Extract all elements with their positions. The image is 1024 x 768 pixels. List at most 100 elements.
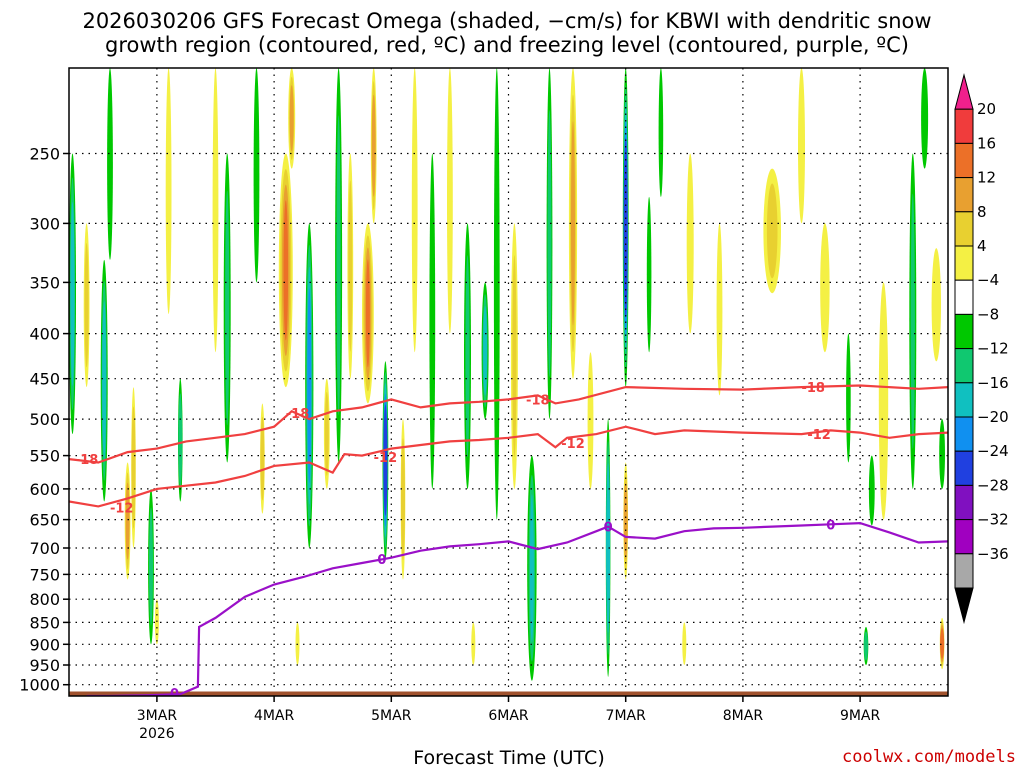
colorbar-label-6: −8 xyxy=(977,305,999,323)
y-tick-label-700: 700 xyxy=(29,539,60,558)
contour-label-1-2: -12 xyxy=(561,437,585,452)
y-tick-label-600: 600 xyxy=(29,480,60,499)
omega-band-18-level-1 xyxy=(348,180,353,352)
omega-band-49-level-0 xyxy=(931,248,941,362)
colorbar-label-8: −16 xyxy=(977,374,1009,392)
colorbar-label-12: −32 xyxy=(977,511,1009,529)
omega-band-12-level-1 xyxy=(260,416,265,501)
colorbar-box-10 xyxy=(954,416,974,452)
omega-shading xyxy=(69,68,945,681)
y-tick-label-950: 950 xyxy=(29,656,60,675)
omega-band-44-level-0 xyxy=(846,333,851,463)
x-tick-label-8MAR: 8MAR xyxy=(723,708,764,724)
colorbar-label-11: −28 xyxy=(977,476,1009,494)
contour--12 xyxy=(69,425,948,508)
colorbar-label-1: 16 xyxy=(977,134,996,152)
terrain-fill xyxy=(69,691,948,696)
colorbar-label-3: 8 xyxy=(977,203,987,221)
colorbar-top-arrow xyxy=(954,73,974,110)
colorbar-box-12 xyxy=(954,484,974,521)
colorbar-box-2 xyxy=(954,142,974,179)
omega-band-41-level-1 xyxy=(766,183,778,279)
contour-lines: -18 -18 -18 -18 -12 -12 -12 -12 0 0 0 0 xyxy=(69,381,948,702)
omega-band-46-level-0 xyxy=(878,282,889,520)
grid-lines xyxy=(69,68,948,696)
colorbar-bottom-arrow xyxy=(954,587,974,625)
colorbar-label-5: −4 xyxy=(977,271,999,289)
contour-label-0-1: -18 xyxy=(286,407,310,422)
omega-band-34-level-2 xyxy=(606,463,611,633)
x-tick-label-9MAR: 9MAR xyxy=(840,708,881,724)
y-tick-label-350: 350 xyxy=(29,273,60,292)
y-tick-label-800: 800 xyxy=(29,590,60,609)
omega-band-35-level-4 xyxy=(623,137,628,318)
x-tick-label-4MAR: 4MAR xyxy=(254,708,295,724)
y-tick-label-300: 300 xyxy=(29,214,60,233)
colorbar-label-0: 20 xyxy=(977,100,996,118)
chart-title-line-2: growth region (contoured, red, ºC) and f… xyxy=(105,33,909,57)
omega-band-15-level-3 xyxy=(307,288,312,484)
omega-band-6-level-1 xyxy=(149,507,153,626)
colorbar-box-6 xyxy=(954,279,974,315)
omega-band-14-level-2 xyxy=(289,85,294,152)
x-tick-label-3MAR: 3MAR xyxy=(137,708,178,724)
y-tick-label-900: 900 xyxy=(29,635,60,654)
omega-band-56-level-0 xyxy=(682,622,687,665)
y-tick-label-250: 250 xyxy=(29,145,60,164)
y-tick-label-1000: 1000 xyxy=(19,676,60,695)
contour-label-2-3: 0 xyxy=(826,518,835,533)
contour-label-0-0: -18 xyxy=(75,453,99,468)
contour-label-2-2: 0 xyxy=(604,521,613,536)
y-tick-label-850: 850 xyxy=(29,613,60,632)
omega-band-21-level-4 xyxy=(383,404,388,516)
omega-band-31-level-1 xyxy=(547,110,552,377)
colorbar-box-3 xyxy=(954,177,974,213)
omega-band-40-level-0 xyxy=(716,223,723,396)
omega-band-30-level-2 xyxy=(529,494,534,643)
y-tick-label-650: 650 xyxy=(29,511,60,530)
omega-band-29-level-1 xyxy=(512,255,517,458)
omega-band-24-level-0 xyxy=(429,153,436,489)
colorbar-label-10: −24 xyxy=(977,442,1009,460)
omega-band-2-level-2 xyxy=(102,301,107,461)
omega-band-48-level-0 xyxy=(921,68,929,169)
omega-band-5-level-1 xyxy=(131,406,136,529)
omega-band-25-level-0 xyxy=(447,68,453,334)
contour-label-2-0: 0 xyxy=(170,687,179,702)
omega-band-1-level-1 xyxy=(84,243,89,368)
omega-band-45-level-0 xyxy=(868,455,875,526)
colorbar-box-8 xyxy=(954,348,974,384)
y-tick-label-450: 450 xyxy=(29,370,60,389)
x-axis-ticks: 3MAR 2026 4MAR 5MAR 6MAR 7MAR 8MAR 9MAR xyxy=(137,696,881,742)
omega-band-38-level-0 xyxy=(658,68,664,197)
y-tick-label-750: 750 xyxy=(29,565,60,584)
omega-band-28-level-0 xyxy=(493,68,500,520)
omega-band-22-level-1 xyxy=(401,438,405,561)
omega-band-36-level-2 xyxy=(623,482,628,560)
omega-band-47-level-1 xyxy=(910,193,915,449)
omega-band-23-level-0 xyxy=(411,68,418,353)
colorbar-box-4 xyxy=(954,211,974,247)
x-tick-label-5MAR: 5MAR xyxy=(371,708,412,724)
contour-label-1-0: -12 xyxy=(110,502,134,517)
omega-band-52-level-1 xyxy=(864,631,868,661)
chart-title-line-1: 2026030206 GFS Forecast Omega (shaded, −… xyxy=(82,9,931,33)
credit-text: coolwx.com/models xyxy=(842,747,1016,767)
omega-band-7-level-0 xyxy=(165,68,172,314)
colorbar-box-13 xyxy=(954,519,974,555)
colorbar-box-9 xyxy=(954,382,974,418)
colorbar-box-5 xyxy=(954,245,974,281)
terrain-layer xyxy=(69,691,948,696)
omega-band-43-level-0 xyxy=(820,223,830,353)
omega-band-33-level-0 xyxy=(587,352,594,489)
omega-band-50-level-0 xyxy=(939,419,945,489)
omega-band-32-level-2 xyxy=(571,121,575,326)
omega-band-10-level-1 xyxy=(225,190,230,426)
x-tick-label-7MAR: 7MAR xyxy=(606,708,647,724)
colorbar: 20 16 12 8 4 −4 −8 −12 −16 −20 −24 −28 −32 −36 xyxy=(954,73,1009,625)
y-axis-ticks: 250 300 350 400 450 500 550 600 650 700 750 800 850 9… xyxy=(19,145,69,695)
omega-band-8-level-1 xyxy=(178,393,183,487)
colorbar-box-7 xyxy=(954,313,974,350)
colorbar-label-7: −12 xyxy=(977,340,1009,358)
